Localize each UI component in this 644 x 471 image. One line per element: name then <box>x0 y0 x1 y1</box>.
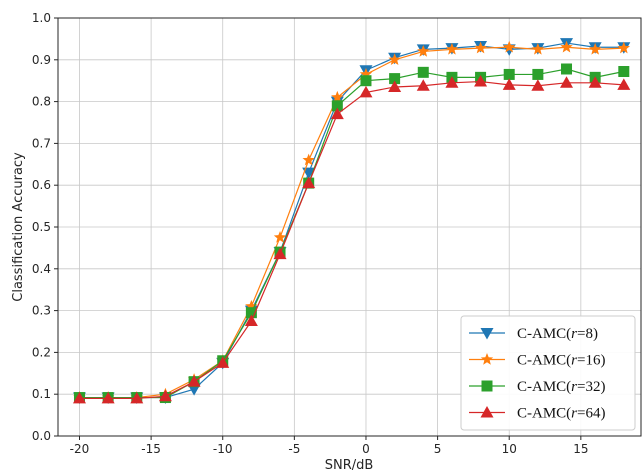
data-point <box>302 153 315 166</box>
data-point <box>302 176 316 189</box>
x-tick-label: 10 <box>502 442 517 456</box>
data-point <box>101 391 115 404</box>
y-tick-label: 0.8 <box>32 95 51 109</box>
data-point <box>389 73 401 85</box>
data-point <box>445 76 459 88</box>
legend-entry: C-AMC(r=8) <box>469 326 598 342</box>
data-point <box>216 356 230 368</box>
legend-marker <box>480 353 494 365</box>
y-axis-label: Classification Accuracy <box>11 152 26 302</box>
legend-box <box>460 315 636 431</box>
data-point <box>531 42 545 55</box>
data-point <box>588 42 602 55</box>
series-line <box>79 46 624 399</box>
series-line <box>79 80 624 399</box>
data-point <box>531 79 545 91</box>
y-tick-label: 0.1 <box>32 387 51 401</box>
data-point <box>417 44 430 57</box>
data-point <box>503 68 515 80</box>
y-tick-label: 0.0 <box>32 429 51 443</box>
legend-entry: C-AMC(r=64) <box>469 406 605 422</box>
data-point <box>245 307 257 319</box>
x-tick-label: -15 <box>141 442 161 456</box>
data-point <box>245 299 258 312</box>
y-tick-label: 1.0 <box>32 11 51 25</box>
data-point <box>331 100 343 112</box>
legend-marker <box>481 380 493 392</box>
data-point <box>560 40 573 53</box>
data-point <box>532 68 544 80</box>
x-tick-label: -10 <box>213 442 233 456</box>
data-point <box>474 41 487 54</box>
legend-label: C-AMC(r=32) <box>517 379 605 395</box>
data-point <box>273 230 287 243</box>
data-point <box>503 40 516 53</box>
legend-label: C-AMC(r=64) <box>517 406 605 422</box>
legend: C-AMC(r=8) C-AMC(r=16) C-AMC(r=32) C-AMC(r=… <box>460 315 636 431</box>
data-point <box>359 85 373 98</box>
x-tick-label: -20 <box>70 442 90 456</box>
data-point <box>417 66 429 78</box>
legend-label: C-AMC(r=8) <box>517 326 598 342</box>
data-point <box>560 76 574 88</box>
y-tick-label: 0.9 <box>32 53 51 67</box>
data-point <box>617 78 631 90</box>
data-point <box>502 78 516 90</box>
data-point <box>273 247 287 260</box>
y-tick-label: 0.2 <box>32 345 51 359</box>
data-point <box>416 79 430 91</box>
data-point <box>474 75 488 87</box>
legend-label: C-AMC(r=16) <box>517 353 605 369</box>
data-point <box>618 66 630 78</box>
legend-entry: C-AMC(r=16) <box>469 353 605 369</box>
y-tick-label: 0.7 <box>32 136 51 150</box>
x-tick-label: 0 <box>362 442 370 456</box>
y-tick-label: 0.4 <box>32 262 51 276</box>
series-layer <box>72 38 631 405</box>
data-point <box>331 90 344 103</box>
legend-entry: C-AMC(r=32) <box>469 379 605 395</box>
tick-labels: -20 -15 -10 -5 0 5 10 15 0.0 0.1 0.2 0.3 0.4 0.5 0.6 0.… <box>32 11 589 456</box>
data-point <box>445 42 459 55</box>
legend-marker <box>480 328 494 340</box>
data-point <box>588 76 602 88</box>
y-tick-label: 0.5 <box>32 220 51 234</box>
data-point <box>561 63 573 75</box>
data-point <box>187 375 201 387</box>
grid <box>58 17 641 437</box>
data-point <box>330 107 344 120</box>
data-point <box>158 389 172 402</box>
x-tick-label: 5 <box>434 442 442 456</box>
data-point <box>617 41 630 54</box>
legend-marker <box>480 406 494 418</box>
x-tick-label: 15 <box>573 442 588 456</box>
data-point <box>72 391 86 404</box>
data-point <box>130 391 144 404</box>
data-point <box>388 80 402 92</box>
y-tick-label: 0.3 <box>32 304 51 318</box>
data-point <box>359 67 373 80</box>
data-point <box>360 75 372 87</box>
data-point <box>244 314 258 327</box>
x-axis-label: SNR/dB <box>325 458 374 471</box>
data-point <box>388 53 401 66</box>
y-tick-label: 0.6 <box>32 178 51 192</box>
x-tick-label: -5 <box>288 442 300 456</box>
series-triangle-up <box>72 75 631 404</box>
